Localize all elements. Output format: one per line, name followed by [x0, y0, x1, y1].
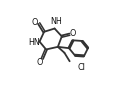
Text: HN: HN: [28, 38, 40, 47]
Text: Cl: Cl: [78, 63, 85, 72]
Text: O: O: [69, 29, 75, 38]
Text: O: O: [36, 58, 43, 67]
Text: O: O: [31, 18, 38, 27]
Text: NH: NH: [51, 18, 62, 27]
